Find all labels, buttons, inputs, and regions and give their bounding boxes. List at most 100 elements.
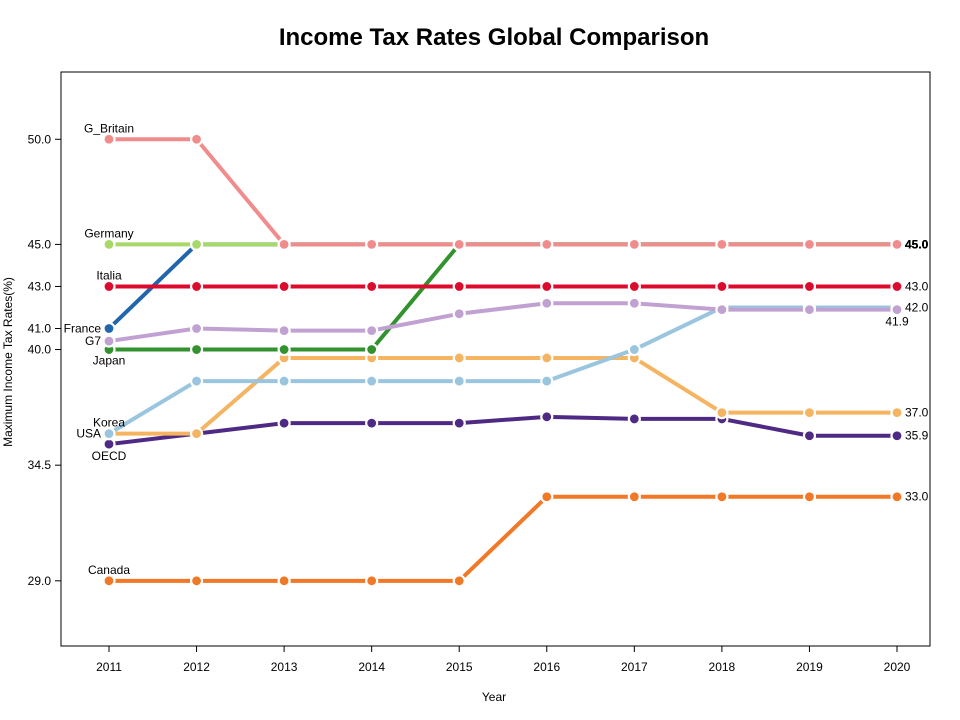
data-point: [890, 279, 904, 294]
x-tick-label: 2012: [183, 660, 210, 674]
data-point: [452, 307, 466, 321]
data-point: [189, 132, 204, 146]
data-point: [540, 351, 554, 365]
series-line: [107, 301, 899, 344]
x-axis: 2011 2012 2013 2014 2015 2016 2017 2018 2019 2020: [96, 646, 911, 674]
data-point: [627, 490, 641, 504]
x-tick-label: 2016: [533, 660, 560, 674]
data-point: [277, 342, 291, 357]
data-point: [540, 410, 554, 424]
series-line: [107, 305, 899, 436]
data-point: [540, 490, 554, 504]
series-layer: [102, 132, 904, 588]
data-point: [102, 427, 116, 441]
data-point: [627, 279, 641, 294]
data-point: [627, 237, 641, 252]
data-point: [627, 296, 641, 310]
data-point: [102, 132, 116, 146]
data-point: [277, 374, 291, 388]
x-tick-label: 2020: [884, 660, 911, 674]
series-name-label: Korea: [93, 416, 125, 430]
series-line: [107, 414, 899, 447]
plot-frame: [60, 71, 931, 647]
series-name-label: Germany: [84, 226, 133, 240]
data-point: [452, 574, 466, 588]
series-name-label: G7: [85, 334, 101, 348]
data-point: [452, 279, 466, 294]
x-tick-label: 2018: [709, 660, 736, 674]
end-value-label: 45.0: [905, 237, 929, 251]
y-axis-label: Maximum Income Tax Rates(%): [1, 277, 15, 447]
series-name-label: USA: [76, 427, 101, 441]
data-point: [802, 237, 817, 252]
data-point: [102, 321, 116, 336]
data-point: [189, 237, 204, 252]
series-line: [107, 242, 899, 352]
y-tick-label: 29.0: [28, 574, 52, 588]
data-point: [890, 237, 904, 252]
y-tick-label: 50.0: [28, 132, 52, 146]
data-point: [365, 416, 379, 430]
data-point: [277, 237, 291, 252]
end-value-label: 43.0: [905, 279, 929, 293]
series-canada: [102, 490, 904, 588]
data-point: [540, 374, 554, 388]
series-line: [107, 355, 899, 436]
data-point: [802, 406, 817, 420]
x-tick-label: 2015: [446, 660, 473, 674]
data-point: [365, 237, 379, 252]
data-point: [452, 416, 466, 430]
end-value-label: 41.9: [885, 315, 909, 329]
data-point: [102, 334, 116, 348]
data-point: [802, 302, 817, 317]
data-point: [715, 490, 729, 504]
data-point: [189, 321, 204, 336]
end-value-label: 42.0: [905, 300, 929, 314]
end-value-label: 45.0: [905, 237, 929, 251]
end-value-label: 45.0: [905, 237, 929, 251]
data-point: [452, 374, 466, 388]
data-point: [802, 490, 817, 504]
data-point: [890, 302, 904, 317]
data-point: [715, 279, 729, 294]
end-value-label: 35.9: [905, 429, 929, 443]
x-tick-label: 2014: [358, 660, 385, 674]
chart-title: Income Tax Rates Global Comparison: [279, 24, 709, 51]
y-axis: 29.0 34.5 40.0 41.0 43.0 45.0 50.0: [28, 132, 61, 588]
data-point: [540, 279, 554, 294]
series-usa: [102, 351, 904, 441]
data-point: [802, 279, 817, 294]
end-value-label: 45.0: [905, 237, 929, 251]
data-point: [189, 342, 204, 357]
data-point: [189, 574, 204, 588]
data-point: [715, 237, 729, 252]
x-tick-label: 2017: [621, 660, 648, 674]
series-name-label: France: [64, 322, 102, 336]
series-g-britain: [102, 132, 904, 252]
data-point: [189, 374, 204, 388]
data-point: [102, 237, 116, 252]
data-point: [540, 296, 554, 310]
data-point: [365, 324, 379, 338]
x-tick-label: 2013: [271, 660, 298, 674]
series-name-label: G_Britain: [84, 121, 134, 135]
y-tick-label: 43.0: [28, 279, 52, 293]
data-point: [540, 237, 554, 252]
data-point: [890, 406, 904, 420]
data-point: [627, 412, 641, 426]
data-point: [365, 574, 379, 588]
data-point: [627, 342, 641, 357]
series-name-label: Japan: [93, 354, 126, 368]
y-tick-label: 34.5: [28, 458, 52, 472]
data-point: [715, 406, 729, 420]
data-point: [890, 490, 904, 504]
data-point: [102, 279, 116, 294]
y-tick-label: 40.0: [28, 343, 52, 357]
data-point: [189, 427, 204, 441]
data-point: [277, 416, 291, 430]
data-point: [277, 279, 291, 294]
data-point: [365, 374, 379, 388]
data-point: [277, 574, 291, 588]
end-value-label: 33.0: [905, 490, 929, 504]
data-point: [365, 342, 379, 357]
